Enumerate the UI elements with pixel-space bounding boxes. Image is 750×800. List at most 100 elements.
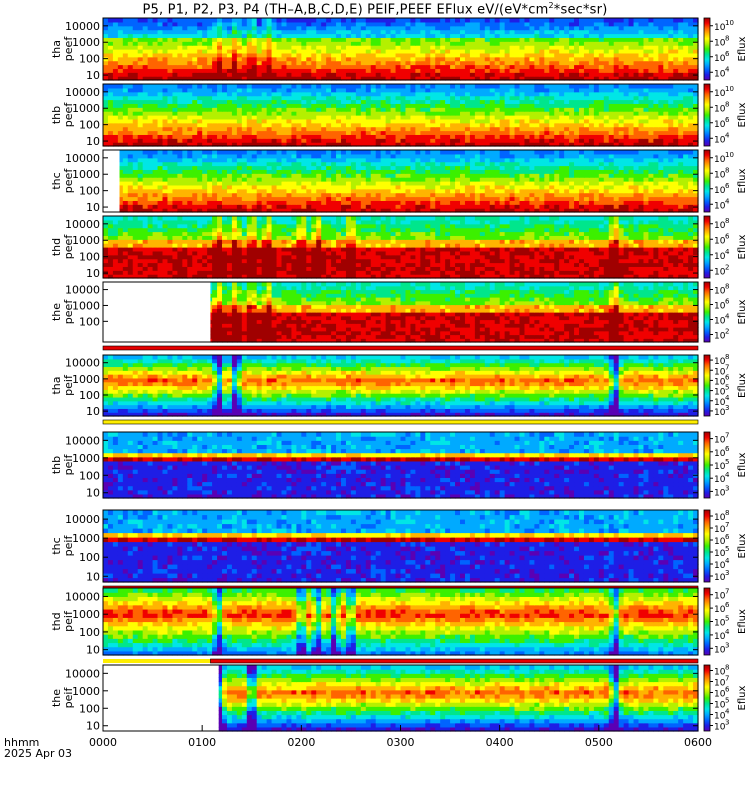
heatmap-cell [514,72,521,77]
heatmap-cell [425,208,431,213]
heatmap-cell [152,99,159,104]
heatmap-cell [291,107,297,112]
heatmap-cell [559,29,565,35]
heatmap-cell [504,18,511,23]
heatmap-cell [321,72,327,77]
heatmap-cell [375,21,382,27]
heatmap-cell [103,107,109,112]
heatmap-cell [559,177,565,182]
heatmap-cell [643,130,650,135]
heatmap-cell [395,196,402,201]
heatmap-cell [316,204,322,209]
heatmap-cell [375,204,382,209]
heatmap-cell [445,122,451,128]
heatmap-cell [494,142,501,147]
heatmap-cell [593,37,600,42]
heatmap-cell [291,37,297,42]
heatmap-cell [569,196,575,201]
heatmap-cell [222,95,228,101]
heatmap-cell [167,173,174,178]
heatmap-cell [489,18,496,23]
heatmap-cell [365,60,372,66]
heatmap-cell [628,111,635,116]
heatmap-cell [633,200,640,205]
heatmap-cell [132,118,139,124]
heatmap-cell [276,118,283,124]
heatmap-cell [365,184,372,190]
heatmap-cell [499,49,506,54]
heatmap-cell [241,177,248,182]
heatmap-cell [643,181,650,186]
heatmap-cell [430,76,436,81]
heatmap-cell [400,138,407,143]
heatmap-cell [469,29,476,35]
heatmap-cell [157,76,164,81]
heatmap-cell [440,99,446,104]
heatmap-cell [668,41,674,46]
heatmap-cell [673,45,679,50]
heatmap-cell [678,204,684,209]
heatmap-cell [539,84,545,89]
heatmap-cell [559,37,565,42]
heatmap-cell [643,49,650,54]
heatmap-cell [445,196,451,201]
heatmap-cell [410,138,416,143]
heatmap-cell [251,126,258,132]
heatmap-cell [544,107,550,112]
heatmap-cell [321,37,327,42]
heatmap-cell [499,122,506,128]
heatmap-cell [311,84,317,89]
heatmap-cell [489,95,496,101]
heatmap-cell [450,134,456,139]
heatmap-cell [673,72,679,77]
heatmap-cell [494,188,501,194]
heatmap-cell [231,87,238,93]
heatmap-cell [450,111,456,116]
heatmap-cell [395,115,402,120]
heatmap-cell [464,45,471,50]
heatmap-cell [598,84,605,89]
heatmap-cell [236,37,243,42]
heatmap-cell [569,87,575,93]
heatmap-cell [529,87,535,93]
heatmap-cell [365,196,372,201]
heatmap-cell [499,115,506,120]
heatmap-cell [355,52,362,58]
heatmap-cell [628,56,635,62]
heatmap-cell [514,84,521,89]
heatmap-cell [107,84,114,89]
heatmap-cell [504,134,511,139]
heatmap-cell [336,60,342,66]
heatmap-cell [296,115,302,120]
heatmap-cell [202,21,208,27]
heatmap-cell [658,18,664,23]
heatmap-cell [598,52,605,58]
heatmap-cell [107,29,114,35]
heatmap-cell [142,37,149,42]
heatmap-cell [202,76,208,81]
heatmap-cell [246,134,253,139]
heatmap-cell [524,45,531,50]
heatmap-cell [276,138,283,143]
heatmap-cell [588,103,595,108]
heatmap-cell [127,188,134,194]
heatmap-cell [588,45,595,50]
heatmap-cell [226,118,233,124]
heatmap-cell [395,18,402,23]
heatmap-cell [504,68,511,73]
heatmap-cell [390,18,397,23]
heatmap-cell [326,192,332,198]
y-tick-label: 10 [86,135,100,148]
heatmap-cell [519,18,526,23]
heatmap-cell [226,21,233,27]
heatmap-cell [306,188,312,194]
heatmap-cell [559,60,565,66]
heatmap-cell [474,111,481,116]
heatmap-cell [460,21,466,27]
heatmap-cell [122,18,129,23]
heatmap-cell [469,64,476,69]
heatmap-cell [524,76,531,81]
heatmap-cell [693,177,699,182]
heatmap-cell [668,91,674,97]
heatmap-cell [603,192,610,198]
